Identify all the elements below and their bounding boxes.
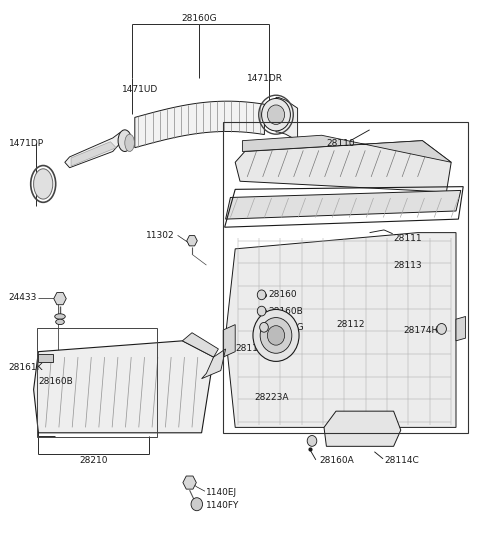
Circle shape xyxy=(267,326,285,345)
Ellipse shape xyxy=(125,134,134,151)
Ellipse shape xyxy=(56,319,64,325)
Circle shape xyxy=(307,436,317,446)
Text: 1140FY: 1140FY xyxy=(206,502,240,510)
Text: 28161G: 28161G xyxy=(269,323,304,332)
Text: 28160G: 28160G xyxy=(181,15,217,23)
Text: 1471UD: 1471UD xyxy=(122,85,159,94)
Bar xyxy=(223,122,468,433)
Polygon shape xyxy=(226,190,461,219)
Polygon shape xyxy=(223,325,235,357)
Text: 28174H: 28174H xyxy=(403,326,438,334)
Text: 1471DR: 1471DR xyxy=(247,74,283,83)
Polygon shape xyxy=(456,316,466,341)
Polygon shape xyxy=(235,141,451,192)
Circle shape xyxy=(262,98,290,131)
Text: 28160B: 28160B xyxy=(38,377,73,386)
Polygon shape xyxy=(276,97,298,141)
Text: 1140EJ: 1140EJ xyxy=(206,488,238,497)
Text: 11302: 11302 xyxy=(146,231,175,240)
Circle shape xyxy=(267,105,285,124)
Polygon shape xyxy=(226,233,456,427)
Text: 28110: 28110 xyxy=(326,139,355,148)
Text: 28113: 28113 xyxy=(394,261,422,269)
Text: 28114C: 28114C xyxy=(384,457,419,465)
Circle shape xyxy=(260,322,268,332)
Ellipse shape xyxy=(34,169,53,199)
Circle shape xyxy=(257,290,266,300)
Circle shape xyxy=(437,324,446,334)
Text: 28210: 28210 xyxy=(79,457,108,465)
Circle shape xyxy=(191,498,203,511)
Polygon shape xyxy=(182,333,218,357)
Polygon shape xyxy=(242,135,451,162)
Text: 28111: 28111 xyxy=(394,234,422,242)
Polygon shape xyxy=(324,411,401,446)
Ellipse shape xyxy=(55,314,65,319)
Text: 28117F: 28117F xyxy=(235,345,269,353)
Text: 24433: 24433 xyxy=(9,293,37,302)
Polygon shape xyxy=(65,133,122,168)
Circle shape xyxy=(257,306,266,316)
Text: 28160B: 28160B xyxy=(269,307,303,315)
Polygon shape xyxy=(34,341,214,433)
Text: 28160: 28160 xyxy=(269,291,298,299)
Bar xyxy=(37,328,157,437)
Polygon shape xyxy=(71,142,116,166)
Text: 28160A: 28160A xyxy=(319,457,354,465)
Circle shape xyxy=(260,318,292,353)
Text: 28112: 28112 xyxy=(336,320,364,329)
Circle shape xyxy=(253,309,299,361)
Text: 28223A: 28223A xyxy=(254,393,289,402)
Text: 28161K: 28161K xyxy=(9,364,43,372)
Text: 1471DP: 1471DP xyxy=(9,139,44,148)
Polygon shape xyxy=(202,349,226,379)
Polygon shape xyxy=(38,354,53,362)
Polygon shape xyxy=(135,101,264,148)
Ellipse shape xyxy=(118,130,132,151)
